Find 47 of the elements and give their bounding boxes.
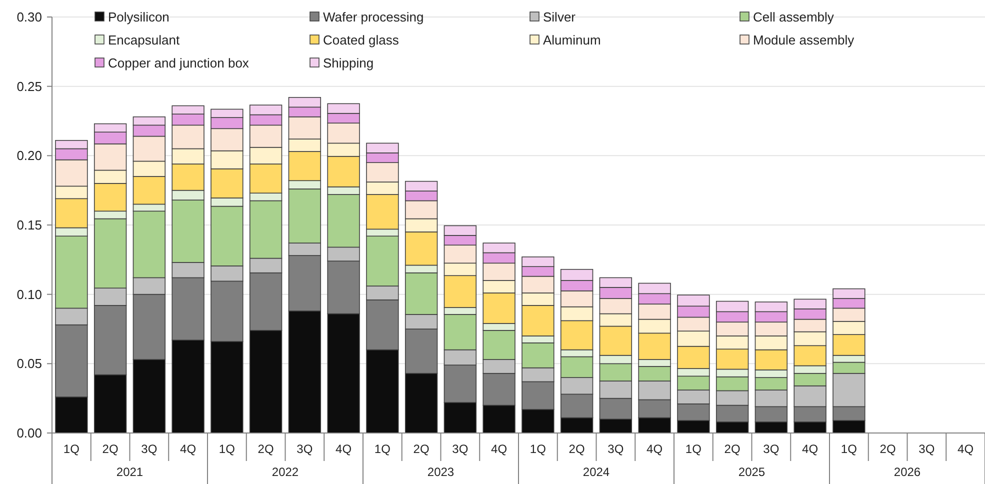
- x-tick-label: 2Q: [413, 442, 430, 456]
- legend-label: Polysilicon: [108, 10, 170, 25]
- x-tick-label: 2Q: [568, 442, 585, 456]
- legend-label: Copper and junction box: [108, 56, 250, 71]
- x-tick-label: 4Q: [491, 442, 508, 456]
- y-tick-label: 0.25: [16, 78, 42, 94]
- legend-label: Coated glass: [323, 32, 400, 48]
- x-tick-label: 1Q: [63, 442, 80, 456]
- y-tick-label: 0.15: [16, 218, 42, 233]
- x-tick-label: 1Q: [374, 442, 390, 456]
- y-tick-label: 0.00: [16, 426, 42, 441]
- text: 2021: [116, 465, 144, 479]
- x-tick-label: 3Q: [608, 442, 624, 456]
- x-tick-label: 1Q: [530, 442, 546, 456]
- x-tick-label: 2Q: [880, 442, 896, 456]
- y-tick-label: 0.20: [16, 148, 42, 164]
- x-tick-label: 4Q: [336, 442, 352, 456]
- x-tick-label: 1Q: [218, 442, 235, 456]
- x-tick-label: 4Q: [180, 442, 196, 456]
- x-tick-label: 4Q: [802, 442, 818, 456]
- x-tick-label: 1Q: [840, 442, 857, 456]
- x-tick-label: 4Q: [958, 442, 974, 456]
- legend-label: Silver: [543, 10, 576, 25]
- x-tick-label: 3Q: [141, 442, 158, 456]
- legend-label: Encapsulant: [108, 32, 180, 48]
- text: 2026: [894, 465, 921, 479]
- y-tick-label: 0.30: [16, 10, 42, 25]
- y-tick-label: 0.10: [16, 286, 42, 302]
- x-tick-label: 2Q: [258, 442, 274, 456]
- legend-label: Module assembly: [753, 32, 855, 48]
- x-tick-label: 3Q: [763, 442, 780, 456]
- text: 2025: [738, 465, 766, 479]
- legend-label: Cell assembly: [753, 10, 834, 25]
- text: 2022: [272, 465, 299, 479]
- x-tick-label: 4Q: [646, 442, 663, 456]
- text: 2024: [582, 465, 610, 479]
- x-tick-label: 3Q: [918, 442, 935, 456]
- x-tick-label: 2Q: [102, 442, 118, 456]
- legend-label: Wafer processing: [323, 10, 424, 25]
- x-tick-label: 1Q: [685, 442, 702, 456]
- x-tick-label: 3Q: [452, 442, 468, 456]
- legend-label: Aluminum: [543, 32, 601, 48]
- legend-label: Shipping: [323, 56, 374, 71]
- y-tick-label: 0.05: [16, 356, 42, 372]
- x-tick-label: 2Q: [724, 442, 740, 456]
- text: 2023: [427, 465, 454, 479]
- x-tick-label: 3Q: [296, 442, 313, 456]
